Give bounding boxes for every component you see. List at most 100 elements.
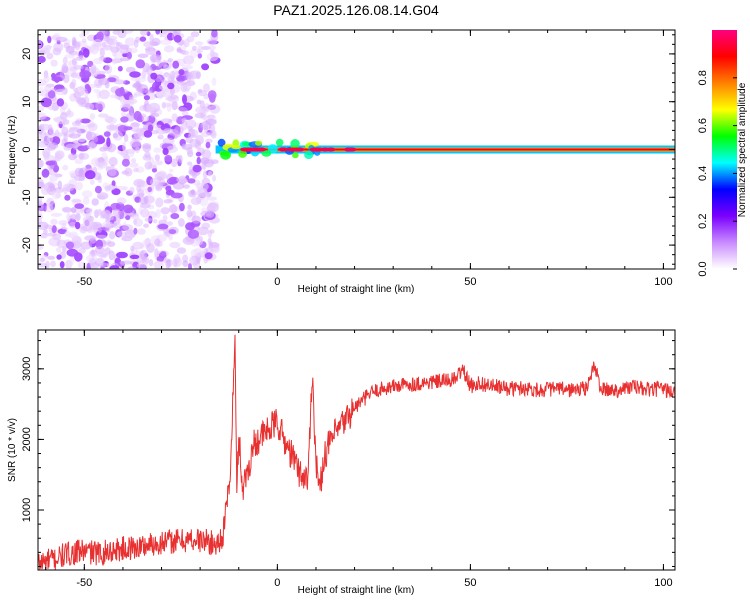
heatmap-cell xyxy=(46,135,54,143)
heatmap-cell xyxy=(163,199,173,204)
heatmap-cell xyxy=(79,70,92,79)
heatmap-cell xyxy=(145,65,153,76)
heatmap-cell xyxy=(104,185,111,192)
heatmap-cell xyxy=(63,133,68,143)
heatmap-cell xyxy=(46,197,55,207)
heatmap-cell xyxy=(185,222,195,231)
heatmap-cell xyxy=(129,122,140,132)
heatmap-cell xyxy=(151,168,157,173)
heatmap-cell xyxy=(147,115,156,124)
heatmap-cell xyxy=(88,103,95,110)
heatmap-cell xyxy=(66,213,71,222)
colorbar: 0.0 0.2 0.4 0.6 0.8 Normalized spectral ampl… xyxy=(697,30,748,277)
heatmap-cell xyxy=(87,142,97,150)
heatmap-cell xyxy=(173,132,178,140)
heatmap-cell xyxy=(91,198,99,206)
heatmap-cell xyxy=(59,71,64,79)
heatmap-cell xyxy=(123,133,129,143)
heatmap-cell xyxy=(255,140,263,146)
heatmap-cell xyxy=(135,146,140,154)
heatmap-cell xyxy=(192,164,202,173)
heatmap-cell xyxy=(176,48,183,54)
heatmap-cell xyxy=(170,204,177,214)
heatmap-cell xyxy=(68,133,81,139)
heatmap-cell xyxy=(178,107,188,112)
heatmap-cell xyxy=(115,41,121,51)
heatmap-cell xyxy=(68,222,77,228)
heatmap-cell xyxy=(48,183,55,189)
heatmap-cell xyxy=(143,95,150,101)
heatmap-cell xyxy=(81,38,87,43)
heatmap-cell xyxy=(304,150,314,160)
heatmap-cell xyxy=(185,119,197,129)
y-tick-label: 0 xyxy=(21,146,33,152)
heatmap-cell xyxy=(106,137,111,148)
heatmap-cell xyxy=(87,122,98,132)
heatmap-cell xyxy=(261,150,272,157)
heatmap-cell xyxy=(111,188,121,196)
heatmap-cell xyxy=(205,141,211,149)
heatmap-cell xyxy=(103,45,113,50)
heatmap-cell xyxy=(55,88,66,96)
heatmap-cell xyxy=(162,147,169,156)
heatmap-cell xyxy=(50,260,56,268)
heatmap-cell xyxy=(142,144,152,153)
heatmap-cell xyxy=(195,134,204,145)
heatmap-cell xyxy=(190,197,202,206)
x-tick-label: 0 xyxy=(274,276,280,288)
heatmap-cell xyxy=(79,90,85,97)
x-tick-label: 100 xyxy=(654,276,672,288)
heatmap-cell xyxy=(124,167,133,177)
heatmap-cell xyxy=(206,52,219,62)
heatmap-cell xyxy=(129,148,135,158)
heatmap-cell xyxy=(170,158,178,168)
heatmap-cell xyxy=(68,231,79,239)
heatmap-cell xyxy=(168,176,180,184)
heatmap-cell xyxy=(122,141,127,152)
heatmap-cell xyxy=(121,158,130,167)
heatmap-cell xyxy=(104,64,113,74)
heatmap-cell xyxy=(182,94,187,105)
heatmap-cell xyxy=(154,154,160,162)
heatmap-cell xyxy=(133,218,143,227)
heatmap-cell xyxy=(39,257,45,263)
heatmap-cell xyxy=(199,192,212,198)
heatmap-cell xyxy=(64,194,71,201)
heatmap-cell xyxy=(84,90,89,98)
heatmap-cell xyxy=(103,131,111,137)
heatmap-cell xyxy=(136,127,145,136)
heatmap-cell xyxy=(75,56,84,62)
heatmap-cell xyxy=(133,227,138,235)
heatmap-cell xyxy=(38,140,49,148)
heatmap-cell xyxy=(211,77,217,86)
heatmap-cell xyxy=(187,133,196,139)
heatmap-cell xyxy=(112,132,119,139)
heatmap-cell xyxy=(67,108,71,116)
heatmap-cell xyxy=(203,158,214,168)
heatmap-cell xyxy=(98,77,110,86)
heatmap-cell xyxy=(108,156,118,167)
heatmap-cell xyxy=(207,205,217,211)
heatmap-cell xyxy=(167,58,174,62)
heatmap-cell xyxy=(150,72,158,80)
y-tick-label: -20 xyxy=(21,237,33,253)
heatmap-cell xyxy=(204,252,213,260)
x-tick-label: -50 xyxy=(76,276,92,288)
heatmap-cell xyxy=(186,209,193,218)
heatmap-cell xyxy=(182,260,189,267)
heatmap-cell xyxy=(170,213,180,220)
heatmap-cell xyxy=(240,148,675,151)
spectrogram-x-label: Height of straight line (km) xyxy=(298,284,415,295)
heatmap-cell xyxy=(155,197,164,208)
heatmap-cell xyxy=(54,155,60,162)
heatmap-cell xyxy=(98,113,109,118)
heatmap-cell xyxy=(115,88,125,97)
heatmap-cell xyxy=(160,251,167,256)
heatmap-cell xyxy=(46,52,54,60)
heatmap-cell xyxy=(126,51,132,60)
heatmap-cell xyxy=(188,263,192,269)
heatmap-cell xyxy=(56,239,67,248)
heatmap-cell xyxy=(135,59,146,69)
heatmap-cell xyxy=(172,181,185,190)
heatmap-cell xyxy=(86,228,94,233)
